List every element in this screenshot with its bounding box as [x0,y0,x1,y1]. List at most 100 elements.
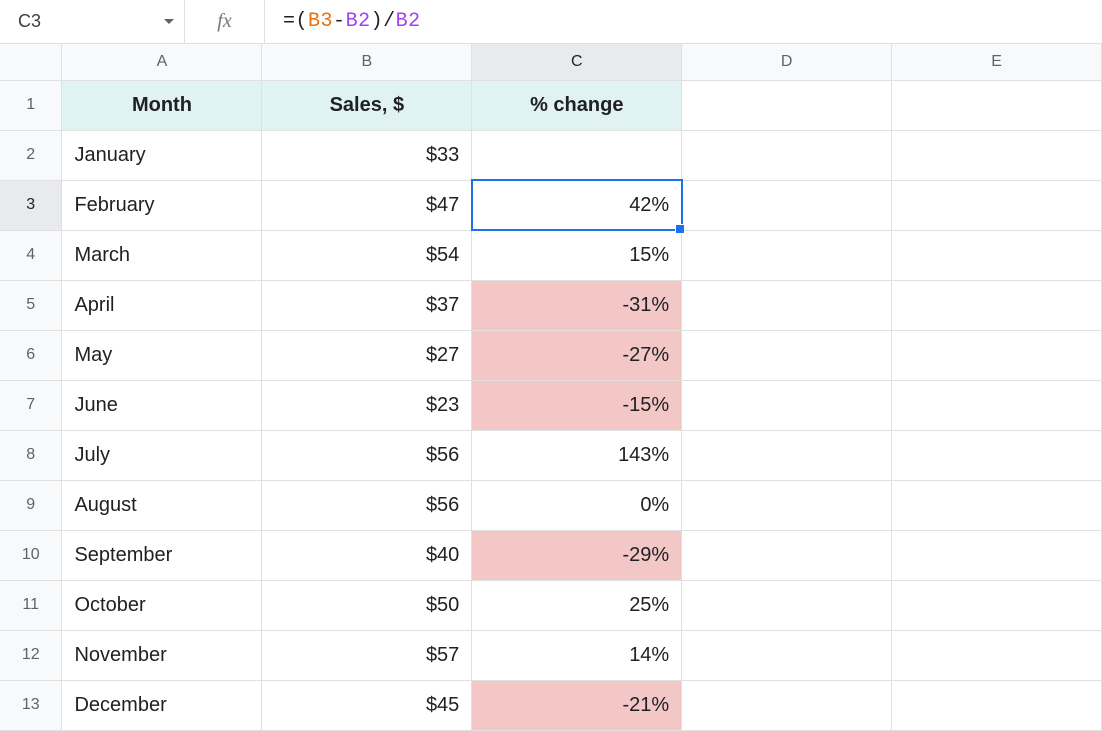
cell-sales[interactable]: $23 [262,380,472,430]
formula-ref-b2a: B2 [346,10,371,33]
cell[interactable] [892,680,1102,730]
cell-sales[interactable]: $40 [262,530,472,580]
fx-icon[interactable]: fx [185,0,265,43]
cell-pct-change[interactable]: -15% [472,380,682,430]
cell[interactable] [892,630,1102,680]
row-header-13[interactable]: 13 [0,680,62,730]
row-header-7[interactable]: 7 [0,380,62,430]
cell[interactable] [892,330,1102,380]
cell-month[interactable]: March [62,230,262,280]
formula-lparen: ( [296,10,309,33]
cell-pct-change[interactable]: 15% [472,230,682,280]
cell[interactable] [682,480,892,530]
cell-sales[interactable]: $56 [262,430,472,480]
cell[interactable] [892,380,1102,430]
cell[interactable] [682,80,892,130]
cell-pct-change[interactable]: 143% [472,430,682,480]
cell-month[interactable]: November [62,630,262,680]
column-header-c[interactable]: C [472,44,682,80]
cell[interactable] [892,480,1102,530]
row-header-11[interactable]: 11 [0,580,62,630]
column-header-e[interactable]: E [892,44,1102,80]
name-box[interactable]: C3 [0,0,185,43]
cell[interactable] [892,280,1102,330]
table-row: 9August$560% [0,480,1102,530]
table-header-cell[interactable]: Sales, $ [262,80,472,130]
spreadsheet-grid[interactable]: ABCDE 1MonthSales, $% change2January$333… [0,44,1102,731]
cell-month[interactable]: September [62,530,262,580]
cell[interactable] [682,280,892,330]
cell-sales[interactable]: $47 [262,180,472,230]
cell-month[interactable]: February [62,180,262,230]
cell[interactable] [892,430,1102,480]
cell[interactable] [892,80,1102,130]
cell[interactable] [682,530,892,580]
formula-input[interactable]: = ( B3 - B2 ) / B2 [265,0,1102,43]
cell-pct-change[interactable]: 42% [472,180,682,230]
cell[interactable] [892,580,1102,630]
cell-month[interactable]: June [62,380,262,430]
cell-month[interactable]: December [62,680,262,730]
column-header-b[interactable]: B [262,44,472,80]
cell-month[interactable]: July [62,430,262,480]
row-header-10[interactable]: 10 [0,530,62,580]
table-row: 10September$40-29% [0,530,1102,580]
cell-sales[interactable]: $57 [262,630,472,680]
cell-month[interactable]: August [62,480,262,530]
cell[interactable] [682,680,892,730]
cell[interactable] [682,430,892,480]
cell-pct-change[interactable]: -29% [472,530,682,580]
cell-pct-change[interactable]: -21% [472,680,682,730]
table-row: 12November$5714% [0,630,1102,680]
cell-sales[interactable]: $50 [262,580,472,630]
cell[interactable] [892,230,1102,280]
table-row: 4March$5415% [0,230,1102,280]
row-header-12[interactable]: 12 [0,630,62,680]
cell[interactable] [682,380,892,430]
select-all-corner[interactable] [0,44,62,80]
cell-sales[interactable]: $33 [262,130,472,180]
table-header-cell[interactable]: Month [62,80,262,130]
cell-pct-change[interactable]: 14% [472,630,682,680]
cell[interactable] [892,180,1102,230]
formula-div: / [383,10,396,33]
chevron-down-icon[interactable] [164,19,174,24]
table-row: 1MonthSales, $% change [0,80,1102,130]
cell-pct-change[interactable]: -27% [472,330,682,380]
cell[interactable] [682,180,892,230]
cell-month[interactable]: January [62,130,262,180]
row-header-1[interactable]: 1 [0,80,62,130]
cell-sales[interactable]: $45 [262,680,472,730]
cell-pct-change[interactable] [472,130,682,180]
column-header-a[interactable]: A [62,44,262,80]
cell-month[interactable]: October [62,580,262,630]
row-header-3[interactable]: 3 [0,180,62,230]
cell-month[interactable]: May [62,330,262,380]
row-header-4[interactable]: 4 [0,230,62,280]
row-header-9[interactable]: 9 [0,480,62,530]
row-header-5[interactable]: 5 [0,280,62,330]
row-header-2[interactable]: 2 [0,130,62,180]
cell-month[interactable]: April [62,280,262,330]
cell-pct-change[interactable]: 25% [472,580,682,630]
cell[interactable] [682,580,892,630]
cell[interactable] [682,630,892,680]
cell[interactable] [682,330,892,380]
formula-eq: = [283,10,296,33]
column-header-d[interactable]: D [682,44,892,80]
cell-sales[interactable]: $27 [262,330,472,380]
row-header-8[interactable]: 8 [0,430,62,480]
table-header-cell[interactable]: % change [472,80,682,130]
cell-sales[interactable]: $54 [262,230,472,280]
row-header-6[interactable]: 6 [0,330,62,380]
column-header-row: ABCDE [0,44,1102,80]
cell[interactable] [892,130,1102,180]
cell-pct-change[interactable]: 0% [472,480,682,530]
cell[interactable] [892,530,1102,580]
table-row: 11October$5025% [0,580,1102,630]
cell-sales[interactable]: $56 [262,480,472,530]
cell-pct-change[interactable]: -31% [472,280,682,330]
cell[interactable] [682,230,892,280]
cell[interactable] [682,130,892,180]
cell-sales[interactable]: $37 [262,280,472,330]
